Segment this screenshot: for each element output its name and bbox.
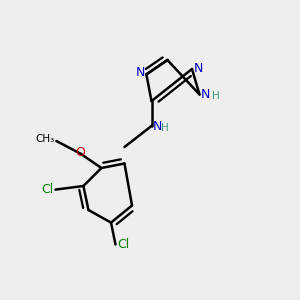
Text: Cl: Cl bbox=[42, 183, 54, 196]
Text: N: N bbox=[194, 62, 203, 75]
Text: N: N bbox=[153, 119, 162, 133]
Text: H: H bbox=[161, 123, 169, 134]
Text: H: H bbox=[212, 91, 220, 101]
Text: Cl: Cl bbox=[117, 238, 129, 251]
Text: N: N bbox=[201, 88, 210, 101]
Text: N: N bbox=[136, 66, 145, 80]
Text: O: O bbox=[76, 146, 85, 159]
Text: CH₃: CH₃ bbox=[36, 134, 55, 145]
